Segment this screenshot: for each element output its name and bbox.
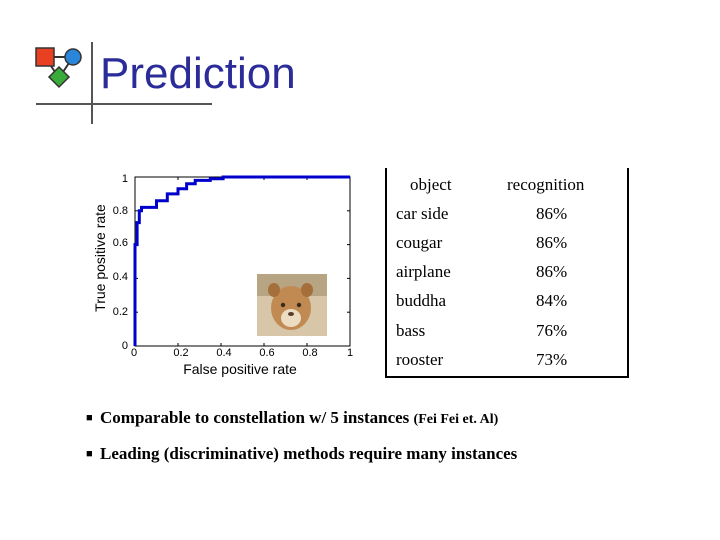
y-tick-label-5: 1 xyxy=(122,173,128,185)
x-tick-label-3: 0.6 xyxy=(259,347,274,359)
cougar-eye-left xyxy=(280,302,286,308)
y-tick-label-4: 0.8 xyxy=(113,205,128,217)
table-cell-object: airplane xyxy=(396,262,451,281)
recognition-table: object recognition car side 86% cougar 8… xyxy=(385,168,629,378)
cougar-muzzle xyxy=(281,309,301,327)
bullet-text: Comparable to constellation w/ 5 instanc… xyxy=(100,408,414,427)
table-cell-recognition: 84% xyxy=(536,291,568,310)
cougar-ear-left xyxy=(268,283,280,297)
table-cell-recognition: 86% xyxy=(536,204,568,223)
x-tick-labels: 0 0.2 0.4 0.6 0.8 1 xyxy=(131,347,353,359)
square-bullet-icon: ■ xyxy=(86,412,93,424)
square-bullet-icon: ■ xyxy=(86,448,93,460)
table-cell-recognition: 76% xyxy=(536,321,568,340)
x-tick-label-1: 0.2 xyxy=(173,347,188,359)
title-vertical-rule xyxy=(91,42,93,124)
y-axis-label: True positive rate xyxy=(92,204,108,312)
table-cell-object: rooster xyxy=(396,350,444,369)
title-horizontal-rule xyxy=(36,103,212,105)
cougar-head xyxy=(271,286,311,330)
table-cell-recognition: 86% xyxy=(536,233,568,252)
cougar-image xyxy=(257,274,327,336)
x-tick-label-2: 0.4 xyxy=(216,347,231,359)
x-tick-label-4: 0.8 xyxy=(302,347,317,359)
y-tick-label-1: 0.2 xyxy=(113,306,128,318)
cougar-eye-right xyxy=(296,302,302,308)
x-axis-label: False positive rate xyxy=(183,361,297,377)
roc-chart: 0 0.2 0.4 0.6 0.8 1 0 0.2 0.4 0.6 0.8 1 … xyxy=(85,160,375,390)
table-header-object: object xyxy=(410,175,452,194)
table-cell-object: cougar xyxy=(396,233,443,252)
y-tick-label-3: 0.6 xyxy=(113,237,128,249)
y-tick-label-0: 0 xyxy=(122,340,128,352)
table-cell-object: bass xyxy=(396,321,426,340)
x-tick-label-0: 0 xyxy=(131,347,137,359)
cougar-ear-right xyxy=(301,283,313,297)
x-tick-label-5: 1 xyxy=(347,347,353,359)
table-cell-object: buddha xyxy=(396,291,447,310)
table-header-recognition: recognition xyxy=(507,175,585,194)
bullet-citation: (Fei Fei et. Al) xyxy=(413,412,499,427)
page-title: Prediction xyxy=(100,49,296,98)
y-tick-label-2: 0.4 xyxy=(113,271,128,283)
table-cell-object: car side xyxy=(396,204,449,223)
table-cell-recognition: 86% xyxy=(536,262,568,281)
table-cell-recognition: 73% xyxy=(536,350,568,369)
bullet-item: ■ Leading (discriminative) methods requir… xyxy=(86,444,517,464)
bullet-text: Leading (discriminative) methods require… xyxy=(100,444,518,463)
roc-curve-line xyxy=(133,175,350,346)
bullet-item: ■ Comparable to constellation w/ 5 instan… xyxy=(86,408,498,428)
cougar-nose xyxy=(288,312,294,316)
network-nodes-icon xyxy=(35,47,82,89)
y-tick-labels: 0 0.2 0.4 0.6 0.8 1 xyxy=(113,173,128,352)
roc-chart-svg: 0 0.2 0.4 0.6 0.8 1 0 0.2 0.4 0.6 0.8 1 … xyxy=(92,173,353,377)
